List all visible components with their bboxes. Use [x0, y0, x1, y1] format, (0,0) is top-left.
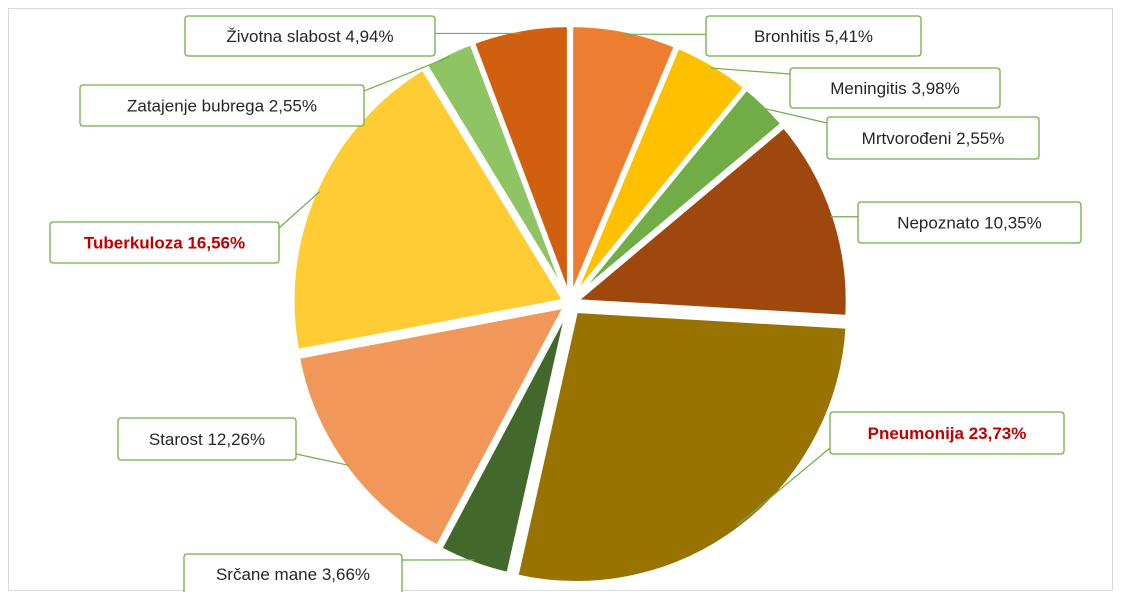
slice-tuberkuloza: [290, 66, 567, 353]
leader-line-pneumonija: [736, 447, 831, 526]
category-name: Tuberkuloza: [84, 234, 188, 253]
data-label-text: Nepoznato 10,35%: [897, 214, 1042, 233]
percent-value: 10,35%: [984, 214, 1042, 233]
data-label-mrtvorodeni: Mrtvorođeni 2,55%: [826, 116, 1040, 160]
data-label-box: [826, 116, 1040, 160]
data-labels: Bronhitis 5,41% Meningitis 3,98% Mrtvorođe…: [49, 15, 1082, 592]
percent-value: 12,26%: [207, 430, 265, 449]
data-label-text: Tuberkuloza 16,56%: [84, 234, 245, 253]
pie-slices: [290, 23, 850, 585]
slice-starost: [295, 304, 568, 549]
data-label-bronhitis: Bronhitis 5,41%: [705, 15, 922, 57]
percent-value: 3,66%: [322, 565, 370, 584]
data-label-box: [79, 84, 365, 127]
pie-chart: Bronhitis 5,41% Meningitis 3,98% Mrtvorođe…: [49, 15, 1082, 592]
leader-line-tuberkuloza: [278, 191, 321, 229]
data-label-box: [117, 417, 297, 461]
chart-area: Bronhitis 5,41% Meningitis 3,98% Mrtvorođe…: [8, 8, 1113, 592]
category-name: Pneumonija: [868, 424, 969, 443]
leader-line-mrtvorodeni: [762, 107, 828, 124]
data-label-text: Starost 12,26%: [149, 430, 265, 449]
data-label-starost: Starost 12,26%: [117, 417, 297, 461]
category-name: Zatajenje bubrega: [127, 97, 269, 116]
leader-line-zatajenje-bubrega: [363, 56, 451, 92]
leader-line-meningitis: [710, 67, 791, 75]
data-label-text: Bronhitis 5,41%: [754, 27, 873, 46]
category-name: Bronhitis: [754, 27, 825, 46]
data-label-text: Srčane mane 3,66%: [216, 565, 370, 584]
data-label-box: [789, 67, 1001, 109]
data-label-nepoznato: Nepoznato 10,35%: [857, 201, 1082, 244]
percent-value: 3,98%: [912, 79, 960, 98]
leader-line-starost: [295, 453, 350, 466]
data-label-text: Meningitis 3,98%: [830, 79, 959, 98]
slice-nepoznato: [573, 124, 850, 319]
category-name: Životna slabost: [226, 27, 345, 46]
slice-mrtvorodeni: [572, 86, 785, 301]
data-label-text: Zatajenje bubrega 2,55%: [127, 97, 317, 116]
data-label-meningitis: Meningitis 3,98%: [789, 67, 1001, 109]
category-name: Meningitis: [830, 79, 911, 98]
percent-value: 16,56%: [187, 234, 245, 253]
slice-zivotna-slabost: [470, 23, 571, 300]
data-label-box: [49, 221, 280, 264]
data-label-box: [829, 411, 1065, 455]
percent-value: 4,94%: [345, 27, 393, 46]
category-name: Srčane mane: [216, 565, 322, 584]
data-label-srcane-mane: Srčane mane 3,66%: [183, 553, 403, 592]
leader-lines: [278, 32, 858, 561]
data-label-pneumonija: Pneumonija 23,73%: [829, 411, 1065, 455]
data-label-text: Pneumonija 23,73%: [868, 424, 1027, 443]
data-label-box: [183, 553, 403, 592]
data-label-tuberkuloza: Tuberkuloza 16,56%: [49, 221, 280, 264]
percent-value: 23,73%: [969, 424, 1027, 443]
percent-value: 2,55%: [956, 129, 1004, 148]
data-label-box: [184, 15, 436, 57]
data-label-box: [705, 15, 922, 57]
percent-value: 5,41%: [825, 27, 873, 46]
category-name: Nepoznato: [897, 214, 984, 233]
data-label-zivotna-slabost: Životna slabost 4,94%: [184, 15, 436, 57]
slice-srcane-mane: [438, 306, 570, 577]
data-label-box: [857, 201, 1082, 244]
data-label-text: Životna slabost 4,94%: [226, 27, 393, 46]
category-name: Mrtvorođeni: [862, 129, 956, 148]
slice-pneumonija: [514, 308, 850, 585]
data-label-text: Mrtvorođeni 2,55%: [862, 129, 1005, 148]
data-label-zatajenje-bubrega: Zatajenje bubrega 2,55%: [79, 84, 365, 127]
slice-bronhitis: [569, 23, 678, 300]
percent-value: 2,55%: [269, 97, 317, 116]
category-name: Starost: [149, 430, 208, 449]
